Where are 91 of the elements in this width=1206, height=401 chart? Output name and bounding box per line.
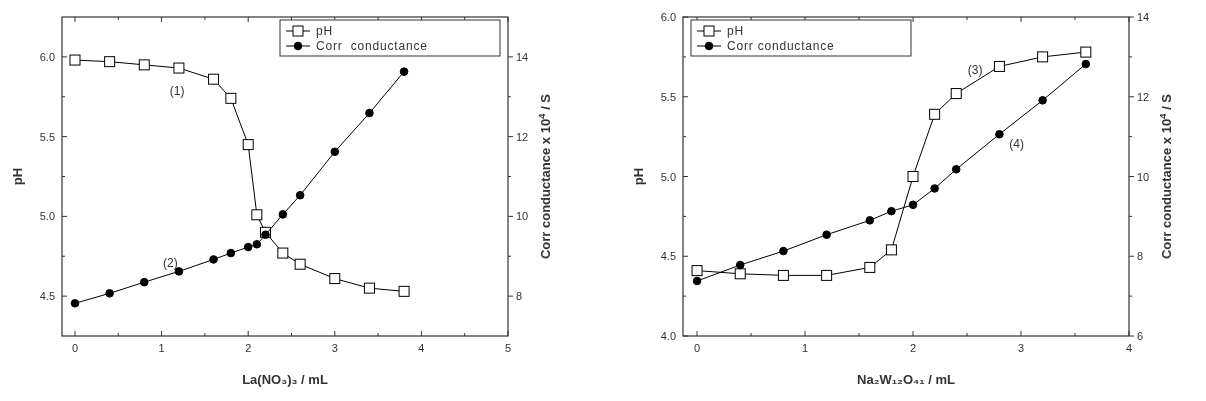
point <box>907 171 919 182</box>
point <box>734 268 746 280</box>
point <box>777 269 789 281</box>
y-tick-label: 5.5 <box>660 90 676 103</box>
point <box>779 246 788 256</box>
point <box>330 147 340 157</box>
point <box>929 108 941 120</box>
point <box>692 276 702 286</box>
point <box>252 239 262 249</box>
x-tick-label: 0 <box>693 342 701 354</box>
point <box>950 88 962 100</box>
y-axis-title: pH <box>10 167 25 186</box>
y-tick-label: 5.0 <box>660 170 676 183</box>
point <box>993 60 1005 72</box>
y2-tick-label: 10 <box>516 210 529 223</box>
point <box>243 242 253 252</box>
annotation: (3) <box>967 63 983 78</box>
point <box>209 255 218 264</box>
legend-label: Corr conductance <box>727 39 835 53</box>
y-axis-title: pH <box>631 167 646 186</box>
point <box>864 261 876 273</box>
point <box>278 210 288 219</box>
y2-tick-label: 14 <box>516 50 529 63</box>
point <box>208 73 220 85</box>
point <box>138 59 150 71</box>
point <box>365 108 374 118</box>
y-tick-label: 6.0 <box>660 11 676 23</box>
y-tick-label: 5.0 <box>39 210 55 223</box>
point <box>261 230 270 240</box>
point <box>242 139 254 151</box>
point <box>908 200 918 210</box>
point <box>295 190 305 200</box>
point <box>398 285 410 297</box>
y2-tick-label: 14 <box>1137 11 1150 23</box>
point <box>865 216 875 225</box>
x-tick-label: 4 <box>418 342 425 354</box>
point <box>822 230 831 240</box>
point <box>1037 51 1049 63</box>
point <box>105 289 114 298</box>
point <box>691 265 703 277</box>
point <box>294 258 306 270</box>
y-tick-label: 6.0 <box>39 50 55 63</box>
y2-tick-label: 10 <box>1137 170 1150 183</box>
point <box>226 248 236 258</box>
y2-tick-label: 12 <box>516 130 529 143</box>
y2-tick-label: 6 <box>1137 330 1144 342</box>
point <box>995 129 1004 139</box>
point <box>1038 96 1047 105</box>
y-tick-label: 4.0 <box>660 330 676 342</box>
x-tick-label: 5 <box>504 342 512 354</box>
legend-label: pH <box>316 24 333 38</box>
y-tick-label: 5.5 <box>39 130 55 143</box>
x-tick-label: 3 <box>1017 342 1025 354</box>
point <box>930 184 939 193</box>
point <box>70 299 80 308</box>
point <box>251 209 263 221</box>
legend-label: Corr conductance <box>316 39 428 53</box>
point <box>951 165 961 174</box>
x-tick-label: 4 <box>1125 342 1133 354</box>
point <box>173 62 185 74</box>
y2-tick-label: 8 <box>1137 250 1144 263</box>
point <box>277 247 289 259</box>
point <box>363 282 375 294</box>
y2-tick-label: 8 <box>516 290 523 303</box>
point <box>821 269 833 281</box>
y-tick-label: 4.5 <box>660 250 676 263</box>
point <box>139 277 149 287</box>
y2-tick-label: 12 <box>1137 90 1150 103</box>
point <box>1081 59 1091 69</box>
x-tick-label: 2 <box>909 342 917 354</box>
x-tick-label: 0 <box>71 342 79 354</box>
point <box>225 92 237 104</box>
y-tick-label: 4.5 <box>39 290 55 303</box>
x-tick-label: 1 <box>801 342 809 354</box>
point <box>885 244 897 256</box>
annotation: (2) <box>163 256 178 271</box>
x-tick-label: 3 <box>331 342 338 354</box>
x-tick-label: 2 <box>245 342 252 354</box>
point <box>1080 46 1092 58</box>
point <box>104 56 116 68</box>
point <box>329 273 341 285</box>
point <box>399 67 409 76</box>
point <box>887 206 896 216</box>
point <box>735 260 745 270</box>
x-axis-title: Na₂W₁₂O₄₁ / mL <box>857 372 955 387</box>
annotation: (1) <box>169 84 185 99</box>
point <box>69 54 81 66</box>
annotation: (4) <box>1009 136 1024 151</box>
x-tick-label: 1 <box>158 342 165 354</box>
x-axis-title: La(NO₃)₃ / mL <box>242 372 328 387</box>
legend-label: pH <box>727 24 744 38</box>
